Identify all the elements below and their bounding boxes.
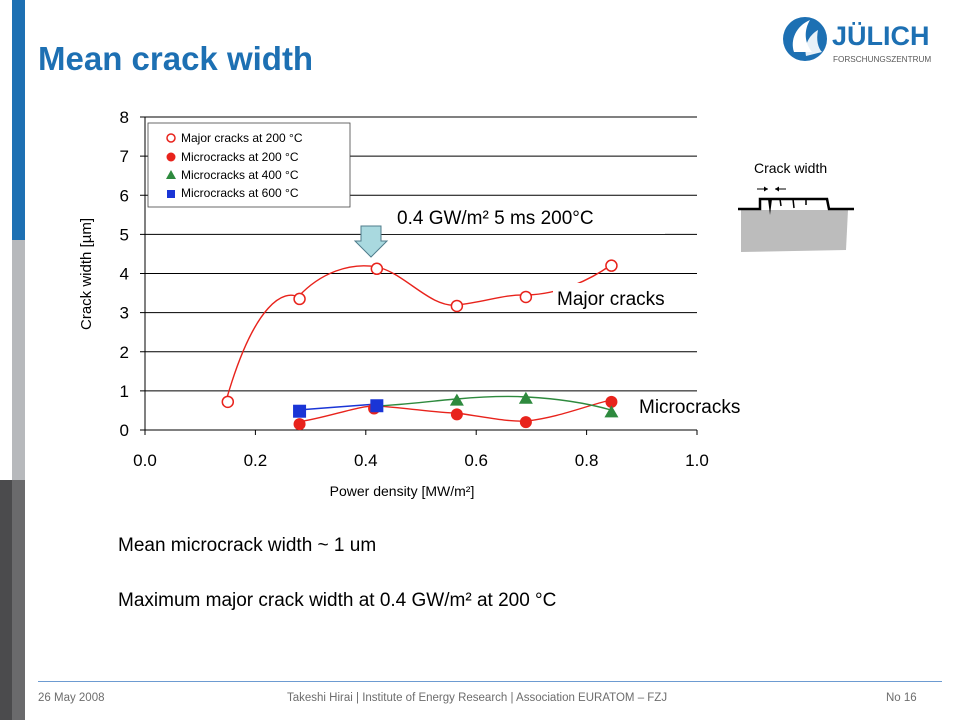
major-cracks-trend xyxy=(225,264,612,402)
y-tick-label: 3 xyxy=(120,304,129,323)
body-line-max-major-crack: Maximum major crack width at 0.4 GW/m² a… xyxy=(118,590,557,611)
footer-page: No 16 xyxy=(886,692,917,704)
crack-width-label: Crack width xyxy=(754,160,827,176)
down-arrow-icon xyxy=(353,225,389,258)
y-axis-label: Crack width [µm] xyxy=(78,218,95,330)
x-tick-label: 0.4 xyxy=(354,451,378,470)
slide-title: Mean crack width xyxy=(38,40,314,77)
side-bar-dark-inner xyxy=(12,480,25,720)
specimen-body xyxy=(741,210,848,252)
data-point-series-3 xyxy=(370,399,384,413)
y-tick-label: 7 xyxy=(120,147,129,166)
data-point-series-0 xyxy=(605,259,618,272)
chart-legend: Major cracks at 200 °C Microcracks at 20… xyxy=(147,122,351,208)
x-tick-label: 0.0 xyxy=(133,451,157,470)
side-bar-gray xyxy=(12,240,25,480)
condition-label: 0.4 GW/m² 5 ms 200°C xyxy=(397,208,594,229)
major-label-bg xyxy=(553,283,698,311)
legend-label-micro-200: Microcracks at 200 °C xyxy=(181,150,299,164)
data-markers xyxy=(221,259,619,431)
x-tick-label: 0.8 xyxy=(575,451,599,470)
logo-subtext: FORSCHUNGSZENTRUM xyxy=(833,55,931,64)
data-point-series-3 xyxy=(293,404,307,418)
data-point-series-0 xyxy=(370,262,384,276)
data-point-series-0 xyxy=(221,395,235,409)
microcracks-label: Microcracks xyxy=(639,397,740,418)
legend-marker-micro-600 xyxy=(167,190,175,198)
julich-logo: JÜLICH FORSCHUNGSZENTRUM xyxy=(783,17,931,64)
y-tick-label: 6 xyxy=(120,186,129,205)
data-point-series-1 xyxy=(519,416,532,429)
data-point-series-1 xyxy=(605,395,618,408)
crack-schematic: Crack width xyxy=(738,160,854,252)
y-tick-label: 4 xyxy=(120,265,129,284)
data-point-series-0 xyxy=(450,299,464,313)
x-ticks: 0.0 0.2 0.4 0.6 0.8 1.0 xyxy=(133,430,709,470)
legend-box xyxy=(147,122,351,208)
y-tick-label: 2 xyxy=(120,343,129,362)
footer-date: 26 May 2008 xyxy=(38,692,105,704)
logo-text: JÜLICH xyxy=(832,21,930,51)
julich-emblem-icon xyxy=(783,17,827,61)
data-point-series-2 xyxy=(604,405,619,418)
body-line-mean-microcrack: Mean microcrack width ~ 1 um xyxy=(118,535,377,556)
y-ticks: 0 1 2 3 4 5 6 7 8 xyxy=(120,108,145,440)
data-point-series-0 xyxy=(293,292,306,306)
footer-center: Takeshi Hirai | Institute of Energy Rese… xyxy=(287,692,668,704)
microcracks-600-trend xyxy=(297,403,378,411)
y-tick-label: 8 xyxy=(120,108,129,127)
condition-label-bg xyxy=(380,196,665,234)
microcracks-400-trend xyxy=(376,395,612,411)
side-bar-blue xyxy=(12,0,25,240)
x-tick-label: 0.2 xyxy=(244,451,268,470)
data-point-series-1 xyxy=(293,418,306,431)
data-point-series-1 xyxy=(450,408,463,421)
data-point-series-2 xyxy=(518,391,533,404)
x-tick-label: 0.6 xyxy=(464,451,488,470)
y-tick-label: 0 xyxy=(120,421,129,440)
legend-label-major-200: Major cracks at 200 °C xyxy=(181,131,303,145)
specimen-surface xyxy=(738,197,854,211)
side-bar-dark xyxy=(0,480,12,720)
legend-label-micro-600: Microcracks at 600 °C xyxy=(181,186,299,200)
legend-marker-major-200 xyxy=(166,133,176,143)
crack-main xyxy=(768,199,772,215)
x-tick-label: 1.0 xyxy=(685,451,709,470)
footer-divider xyxy=(38,681,942,682)
legend-marker-micro-400 xyxy=(166,170,176,179)
y-tick-label: 5 xyxy=(120,225,129,244)
data-point-series-0 xyxy=(519,290,533,304)
legend-label-micro-400: Microcracks at 400 °C xyxy=(181,168,299,182)
x-axis-label: Power density [MW/m²] xyxy=(330,483,475,499)
major-cracks-label: Major cracks xyxy=(557,289,665,310)
legend-marker-micro-200 xyxy=(166,152,176,162)
y-tick-label: 1 xyxy=(120,382,129,401)
data-point-series-2 xyxy=(449,393,464,406)
